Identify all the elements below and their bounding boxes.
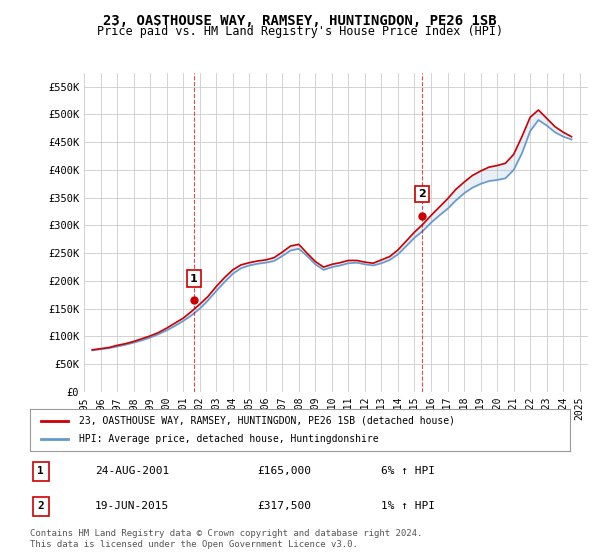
Text: 1: 1	[37, 466, 44, 476]
Text: £317,500: £317,500	[257, 501, 311, 511]
Text: 1: 1	[190, 274, 198, 284]
Text: 2: 2	[37, 501, 44, 511]
Text: 23, OASTHOUSE WAY, RAMSEY, HUNTINGDON, PE26 1SB: 23, OASTHOUSE WAY, RAMSEY, HUNTINGDON, P…	[103, 14, 497, 28]
Text: Contains HM Land Registry data © Crown copyright and database right 2024.
This d: Contains HM Land Registry data © Crown c…	[30, 529, 422, 549]
Text: 19-JUN-2015: 19-JUN-2015	[95, 501, 169, 511]
Text: Price paid vs. HM Land Registry's House Price Index (HPI): Price paid vs. HM Land Registry's House …	[97, 25, 503, 38]
Text: 2: 2	[418, 189, 426, 199]
Text: HPI: Average price, detached house, Huntingdonshire: HPI: Average price, detached house, Hunt…	[79, 434, 378, 444]
Text: 1% ↑ HPI: 1% ↑ HPI	[381, 501, 435, 511]
Text: 6% ↑ HPI: 6% ↑ HPI	[381, 466, 435, 476]
Text: 23, OASTHOUSE WAY, RAMSEY, HUNTINGDON, PE26 1SB (detached house): 23, OASTHOUSE WAY, RAMSEY, HUNTINGDON, P…	[79, 416, 455, 426]
Text: 24-AUG-2001: 24-AUG-2001	[95, 466, 169, 476]
Text: £165,000: £165,000	[257, 466, 311, 476]
